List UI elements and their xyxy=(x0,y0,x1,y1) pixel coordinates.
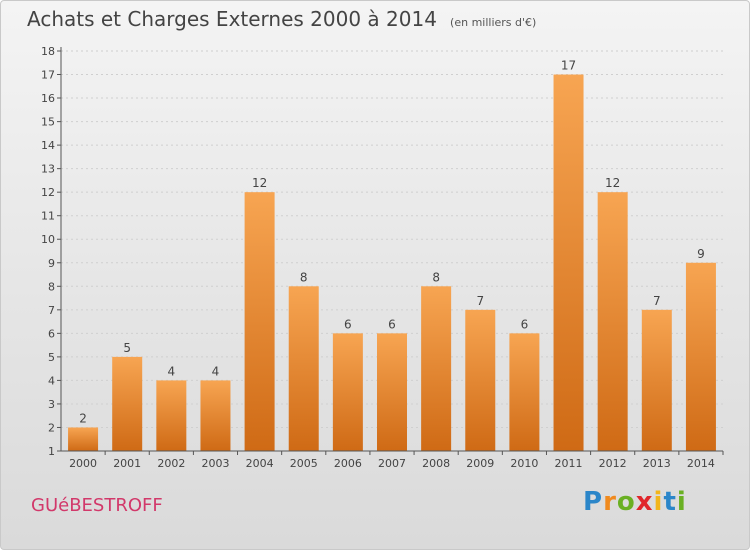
logo-letter: o xyxy=(616,487,636,517)
data-label-2008: 8 xyxy=(432,270,440,284)
bar-2001 xyxy=(112,356,143,451)
logo-letter: i xyxy=(653,487,664,517)
x-tick-label-2014: 2014 xyxy=(687,457,715,470)
y-tick-label: 1 xyxy=(48,445,55,458)
data-label-2009: 7 xyxy=(476,294,484,308)
bar-2008 xyxy=(421,286,452,451)
data-label-2010: 6 xyxy=(521,317,529,331)
y-tick-label: 4 xyxy=(48,374,55,387)
y-tick-label: 16 xyxy=(41,92,55,105)
data-label-2007: 6 xyxy=(388,317,396,331)
x-tick-label-2012: 2012 xyxy=(599,457,627,470)
x-tick-label-2005: 2005 xyxy=(290,457,318,470)
y-tick-label: 15 xyxy=(41,116,55,129)
bar-2013 xyxy=(641,309,672,451)
x-tick-label-2000: 2000 xyxy=(69,457,97,470)
y-tick-label: 17 xyxy=(41,69,55,82)
y-tick-label: 12 xyxy=(41,186,55,199)
x-tick-label-2003: 2003 xyxy=(201,457,229,470)
data-label-2003: 4 xyxy=(212,364,220,378)
bar-2004 xyxy=(244,192,275,452)
x-tick-label-2004: 2004 xyxy=(246,457,274,470)
data-label-2002: 4 xyxy=(168,364,176,378)
bar-2012 xyxy=(597,192,628,452)
chart-title: Achats et Charges Externes 2000 à 2014 xyxy=(27,7,437,31)
bar-2007 xyxy=(377,333,407,451)
bar-2011 xyxy=(553,74,584,451)
x-tick-label-2013: 2013 xyxy=(643,457,671,470)
bar-2002 xyxy=(156,380,187,451)
data-label-2004: 12 xyxy=(252,176,267,190)
y-tick-label: 13 xyxy=(41,163,55,176)
y-tick-label: 11 xyxy=(41,210,55,223)
y-tick-label: 7 xyxy=(48,304,55,317)
logo-letter: r xyxy=(603,487,617,517)
x-tick-label-2002: 2002 xyxy=(157,457,185,470)
y-tick-label: 2 xyxy=(48,421,55,434)
place-name: GUéBESTROFF xyxy=(31,495,163,516)
x-tick-label-2008: 2008 xyxy=(422,457,450,470)
y-tick-label: 18 xyxy=(41,45,55,58)
data-label-2014: 9 xyxy=(697,247,705,261)
x-tick-label-2011: 2011 xyxy=(555,457,583,470)
data-label-2011: 17 xyxy=(561,59,576,73)
bar-2000 xyxy=(68,427,99,451)
data-label-2006: 6 xyxy=(344,317,352,331)
data-label-2012: 12 xyxy=(605,176,620,190)
x-tick-label-2010: 2010 xyxy=(510,457,538,470)
logo-letter: P xyxy=(583,487,604,517)
y-tick-label: 14 xyxy=(41,139,55,152)
title-row: Achats et Charges Externes 2000 à 2014 (… xyxy=(27,7,536,31)
logo-letter: i xyxy=(676,487,687,517)
data-label-2013: 7 xyxy=(653,294,661,308)
bar-2009 xyxy=(465,309,496,451)
y-tick-label: 9 xyxy=(48,257,55,270)
logo-letter: t xyxy=(663,487,677,517)
bar-2005 xyxy=(288,286,319,451)
chart-subtitle: (en milliers d'€) xyxy=(450,16,537,29)
bar-2006 xyxy=(332,333,363,451)
y-tick-label: 3 xyxy=(48,398,55,411)
y-tick-label: 5 xyxy=(48,351,55,364)
y-tick-label: 8 xyxy=(48,280,55,293)
y-tick-label: 6 xyxy=(48,327,55,340)
bar-2010 xyxy=(509,333,540,451)
x-tick-label-2006: 2006 xyxy=(334,457,362,470)
data-label-2001: 5 xyxy=(123,341,131,355)
data-label-2000: 2 xyxy=(79,411,87,425)
x-tick-label-2009: 2009 xyxy=(466,457,494,470)
proxiti-logo: Proxiti xyxy=(583,487,687,517)
y-tick-label: 10 xyxy=(41,233,55,246)
logo-letter: x xyxy=(635,487,654,517)
bar-2014 xyxy=(685,262,716,451)
data-label-2005: 8 xyxy=(300,270,308,284)
bar-2003 xyxy=(200,380,231,451)
x-tick-label-2001: 2001 xyxy=(113,457,141,470)
x-tick-label-2007: 2007 xyxy=(378,457,406,470)
